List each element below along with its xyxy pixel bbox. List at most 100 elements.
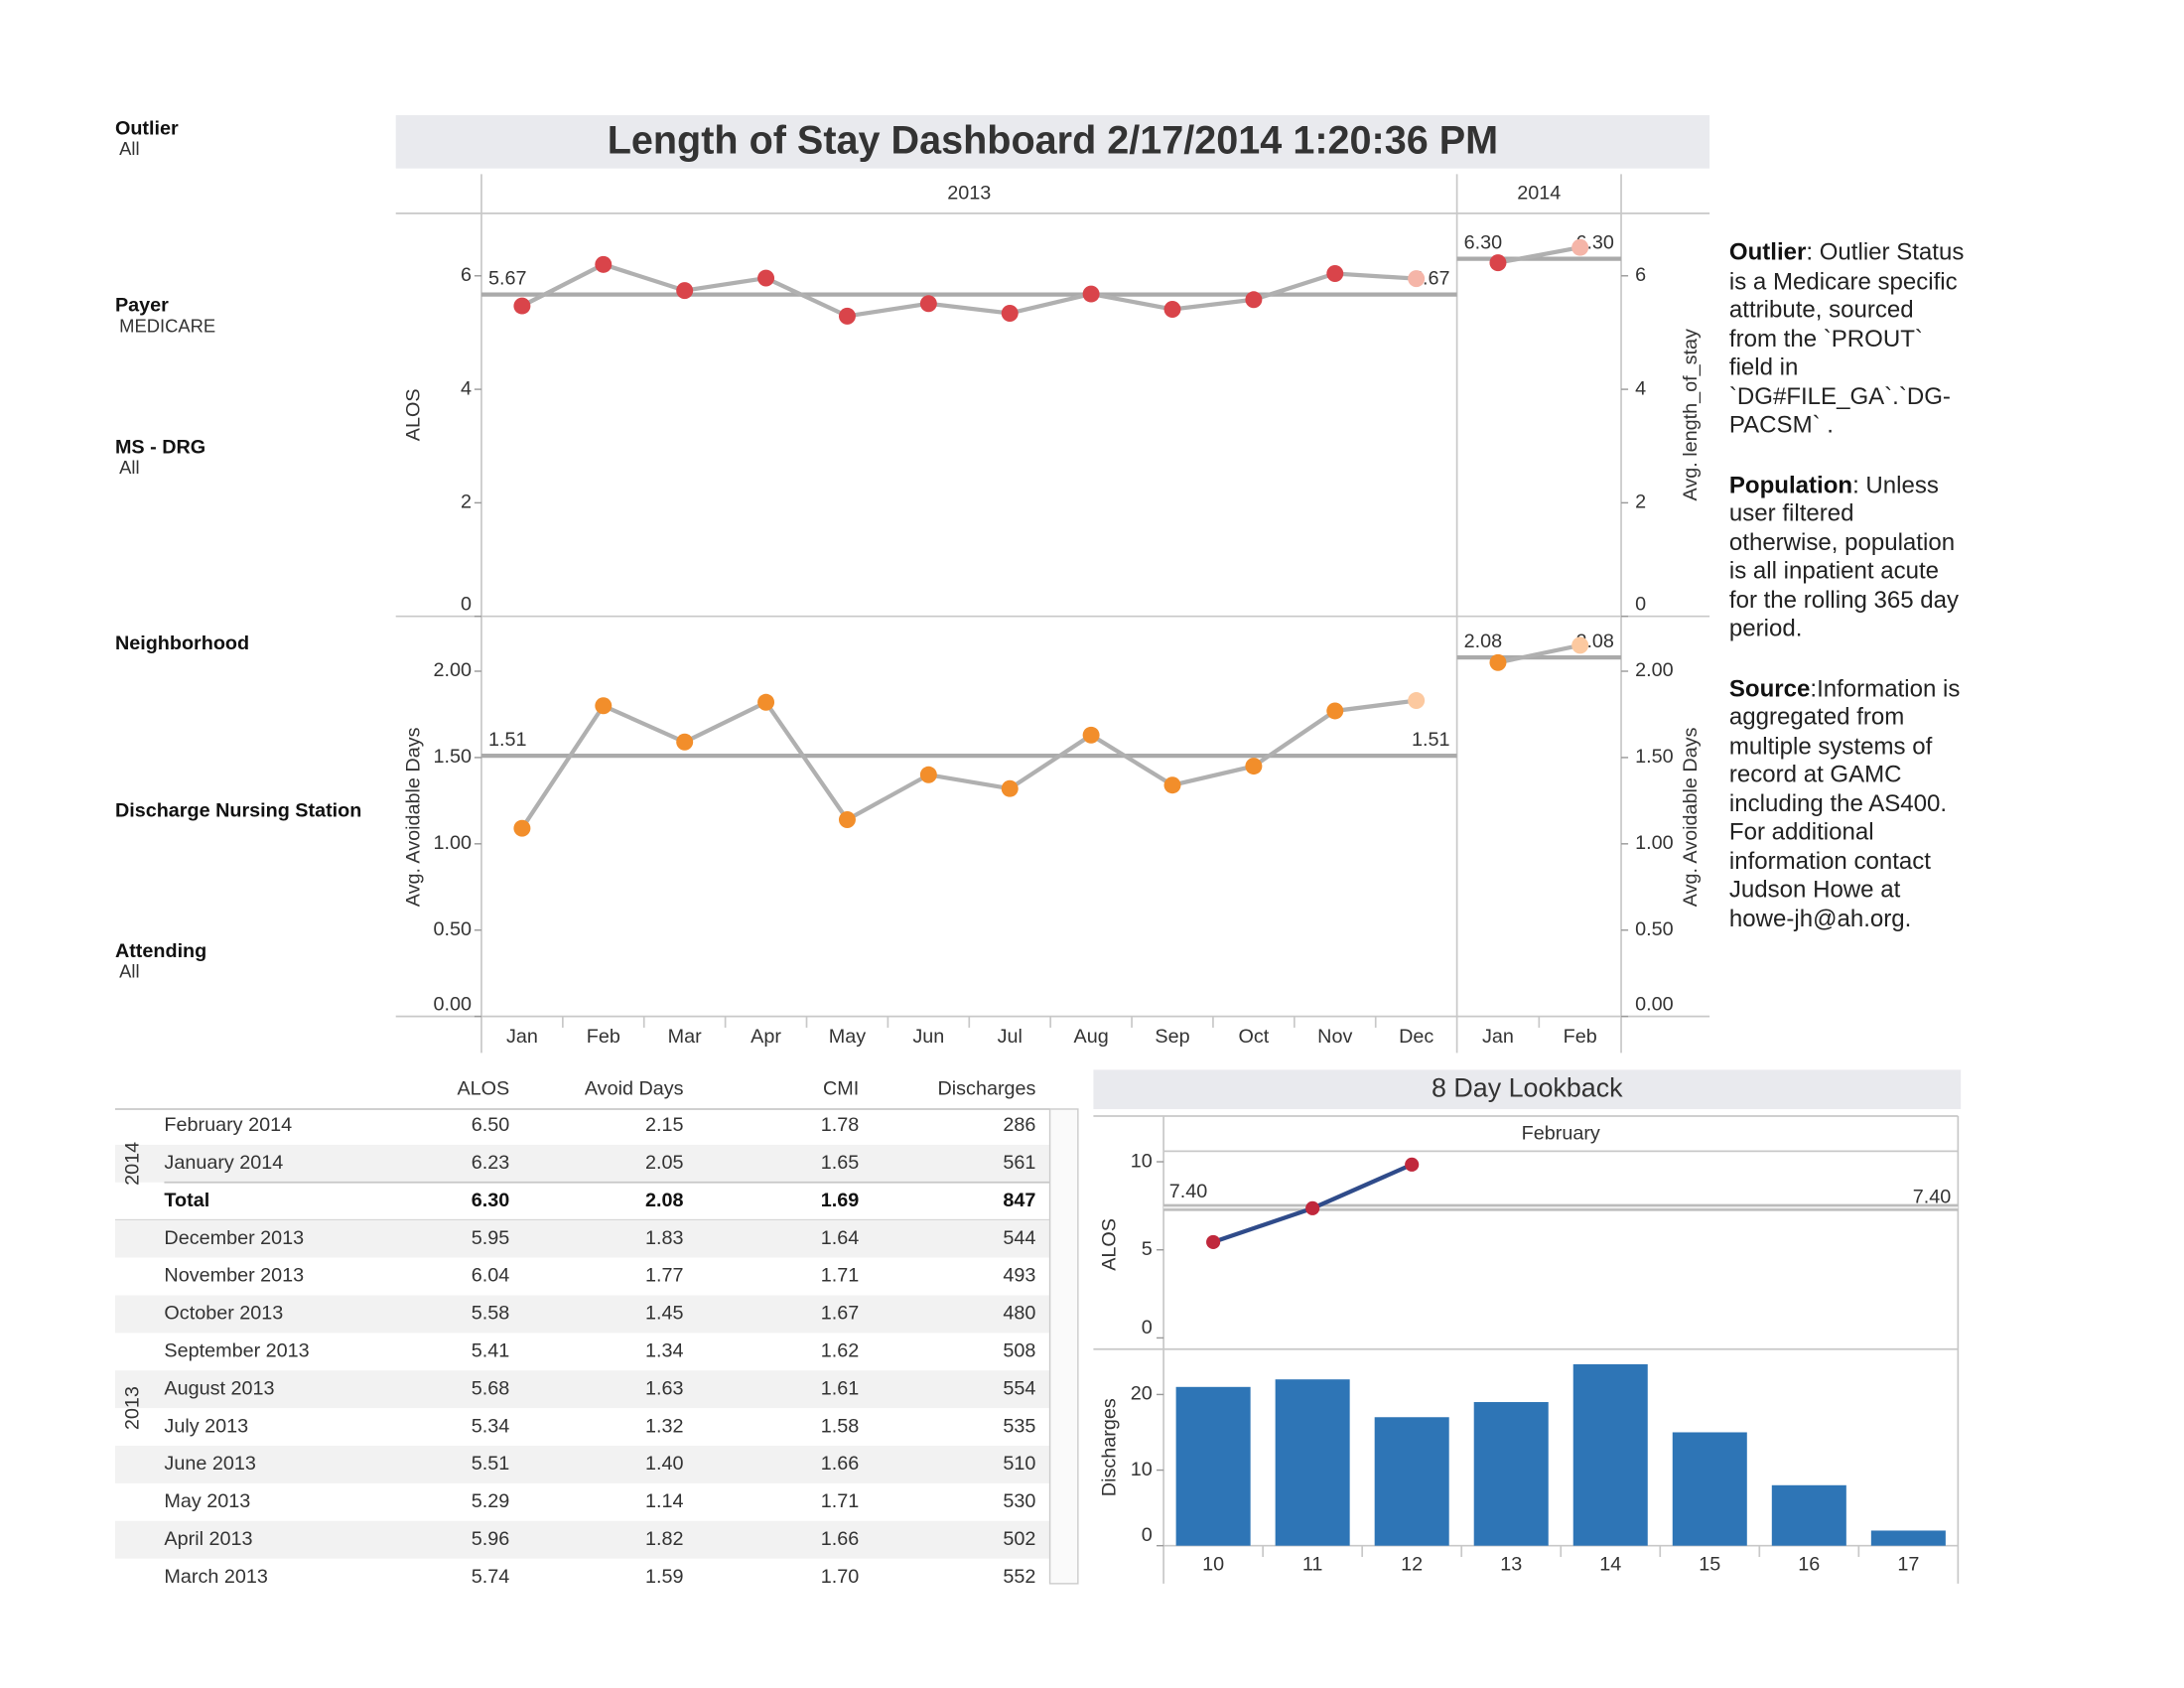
data-point [1245,758,1263,775]
table-cell: 5.51 [472,1453,510,1475]
table-cell: 1.62 [821,1340,860,1362]
filter-label[interactable]: Attending [115,940,206,962]
data-point [1326,265,1344,282]
filter-label[interactable]: Discharge Nursing Station [115,799,361,821]
data-point [1305,1200,1320,1215]
x-tick-label: Nov [1317,1026,1352,1048]
x-tick-label: Mar [668,1026,702,1048]
table-cell: 535 [1003,1415,1035,1437]
y2-tick-label: 2 [1635,492,1646,513]
table-cell: 544 [1003,1227,1035,1249]
y-tick-label: 10 [1131,1459,1153,1480]
y-axis-title: ALOS [1099,1218,1121,1271]
table-cell: 1.71 [821,1265,860,1287]
table-cell: 1.83 [645,1227,684,1249]
data-point [1163,776,1181,794]
row-band [114,1446,1050,1483]
data-point [1082,726,1100,744]
y-tick-label: 0 [1142,1317,1153,1338]
filter-value[interactable]: All [119,457,139,478]
row-label: January 2014 [164,1152,283,1174]
bar [1672,1432,1747,1546]
table-cell: 5.34 [472,1415,510,1437]
filter-label[interactable]: Payer [115,294,169,316]
filter-label[interactable]: Outlier [115,117,179,139]
note: Outlier: Outlier Status is a Medicare sp… [1729,238,1966,440]
row-label: Total [164,1190,209,1211]
table-cell: 5.74 [472,1566,510,1588]
lookback-title-bar [1093,1069,1962,1109]
column-header: 2013 [947,182,991,204]
row-band [114,1370,1050,1409]
y-tick-label: 1.50 [434,746,473,768]
x-tick-label: 15 [1699,1554,1720,1576]
x-tick-label: 17 [1897,1554,1919,1576]
title-bar [395,114,1710,169]
table-cell: 286 [1003,1114,1035,1136]
series-line [520,262,1417,319]
data-point [757,269,775,287]
x-tick-label: Apr [751,1026,781,1048]
table-cell: 493 [1003,1265,1035,1287]
table-cell: 1.77 [645,1265,684,1287]
y2-tick-label: 2.00 [1635,659,1674,681]
table-cell: 5.29 [472,1490,510,1512]
x-tick-label: 14 [1599,1554,1621,1576]
scrollbar [1048,1108,1079,1585]
filter-value[interactable]: MEDICARE [119,315,215,336]
table-cell: 1.67 [821,1303,860,1325]
table-cell: 530 [1003,1490,1035,1512]
table-cell: 6.30 [472,1190,510,1211]
data-point [1163,301,1181,318]
table-cell: 5.58 [472,1303,510,1325]
table-cell: 554 [1003,1377,1035,1399]
data-point [1082,285,1100,303]
x-tick-label: 10 [1202,1554,1224,1576]
reference-label: 2.08 [1464,631,1503,652]
bar [1275,1379,1350,1546]
filter-value[interactable]: All [119,961,139,982]
lookback-header: February [1522,1123,1600,1145]
table-cell: 2.08 [645,1190,684,1211]
data-point [595,697,613,715]
table-cell: 1.64 [821,1227,860,1249]
reference-label: 7.40 [1913,1186,1952,1207]
table-cell: 1.66 [821,1528,860,1550]
y2-tick-label: 0.50 [1635,918,1674,940]
row-label: February 2014 [164,1114,292,1136]
filter-label[interactable]: Neighborhood [115,633,249,654]
data-point [676,282,694,300]
reference-label: 7.40 [1169,1181,1208,1202]
group-label: 2013 [122,1386,144,1430]
y-tick-label: 5 [1142,1238,1153,1260]
table-cell: 508 [1003,1340,1035,1362]
filter-label[interactable]: MS - DRG [115,436,205,458]
note-text: :Information is aggregated from multiple… [1728,674,1961,932]
x-tick-label: 11 [1302,1554,1323,1576]
row-label: December 2013 [164,1227,304,1249]
table-cell: 1.66 [821,1453,860,1475]
table-cell: 480 [1003,1303,1035,1325]
table-cell: 1.70 [821,1566,860,1588]
y2-tick-label: 1.50 [1635,746,1674,768]
y-tick-label: 1.00 [434,832,473,854]
y-tick-label: 0.00 [434,994,473,1016]
filter-value[interactable]: All [119,138,139,159]
y-tick-label: 0 [461,594,472,616]
table-header: Discharges [937,1077,1035,1099]
x-tick-label: Aug [1074,1026,1109,1048]
data-point [1001,305,1019,322]
series-line [1497,245,1581,265]
row-label: November 2013 [164,1265,304,1287]
table-cell: 1.59 [645,1566,684,1588]
x-tick-label: Jan [506,1026,538,1048]
bar [1771,1484,1846,1546]
notes: Outlier: Outlier Status is a Medicare sp… [1729,238,1966,964]
x-tick-label: Feb [1564,1026,1597,1048]
table-cell: 5.41 [472,1340,510,1362]
table-cell: 1.78 [821,1114,860,1136]
data-point [676,733,694,751]
y2-tick-label: 4 [1635,377,1646,399]
data-point [1408,270,1426,288]
